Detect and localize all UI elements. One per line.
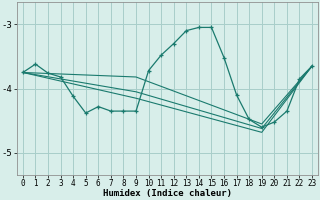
X-axis label: Humidex (Indice chaleur): Humidex (Indice chaleur)	[103, 189, 232, 198]
